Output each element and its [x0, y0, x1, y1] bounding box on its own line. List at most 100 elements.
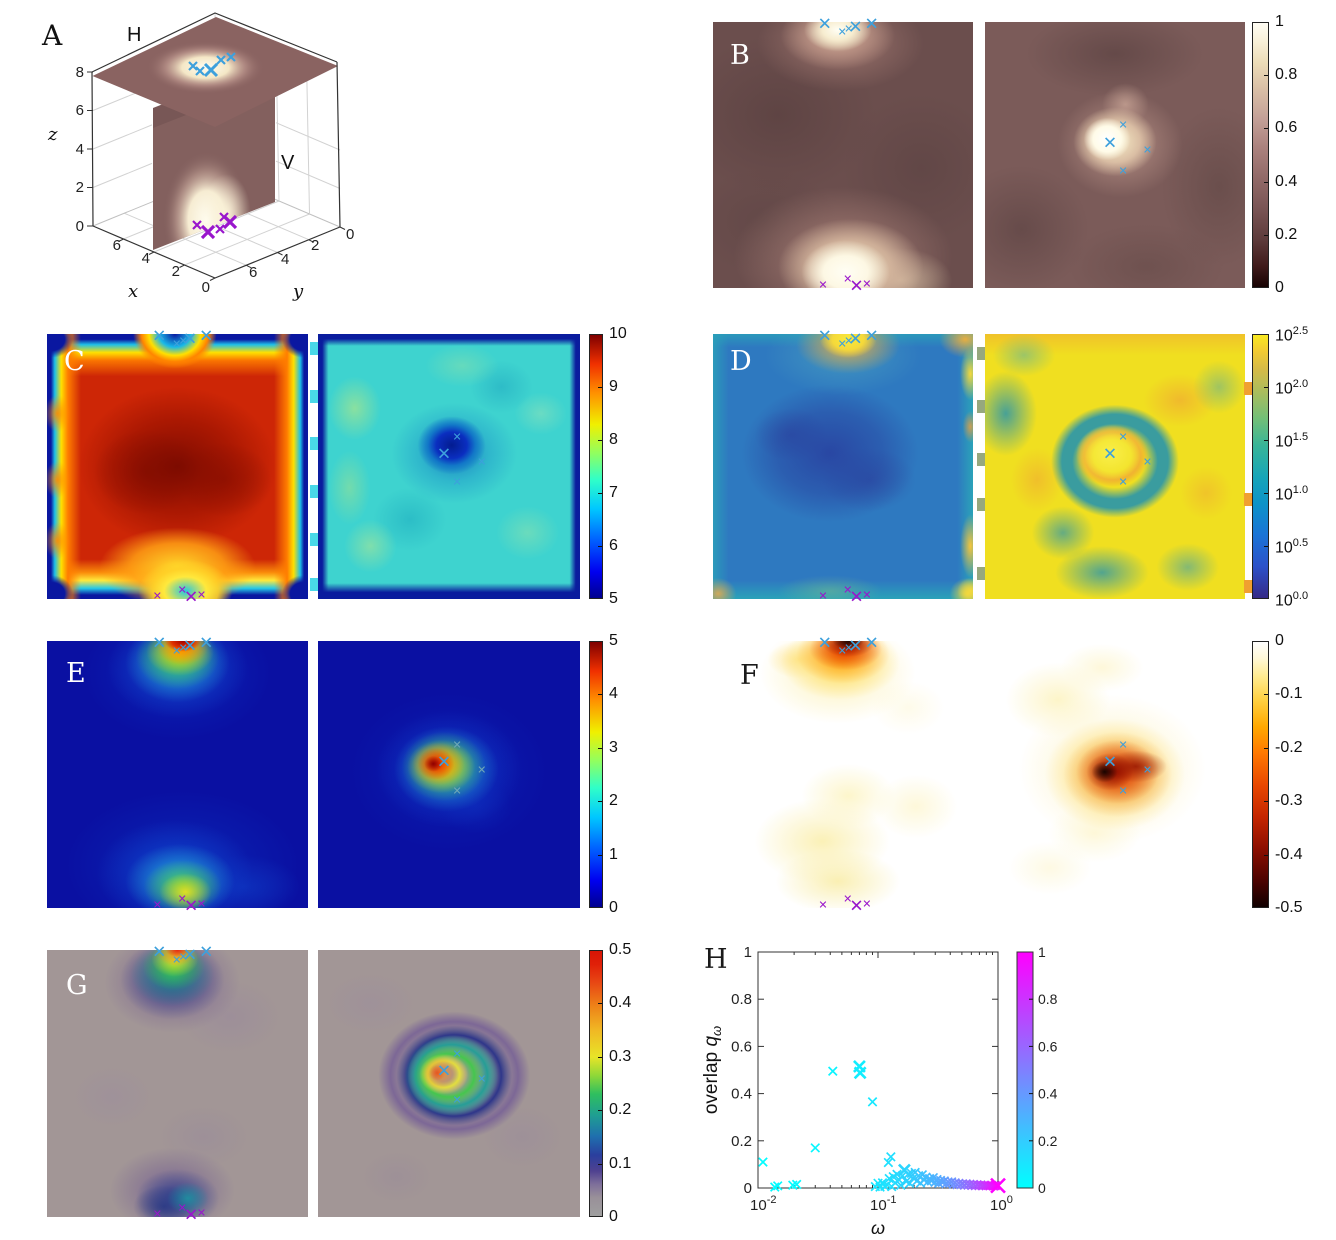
source-marker-blue-x: ✕ — [436, 1061, 452, 1082]
y-tick-label: 0 — [744, 1180, 752, 1197]
source-marker-purple-x — [219, 212, 229, 222]
colorbar-tick — [598, 1056, 602, 1058]
scatter-point-x — [791, 1179, 802, 1190]
scatter-point-x — [883, 1157, 894, 1168]
source-marker-purple-x: ✕ — [196, 1206, 207, 1220]
scatter-point-x — [886, 1152, 896, 1162]
source-marker-purple-x — [215, 224, 225, 234]
scatter-point-x — [853, 1066, 867, 1080]
edge-artifact-tab — [310, 341, 318, 355]
colorbar-e — [589, 641, 603, 908]
colorbar-tick-label: 1 — [609, 845, 618, 863]
colorbar-tick-label: 101.0 — [1275, 484, 1309, 504]
x-tick-labels: 6 4 2 0 — [113, 237, 210, 296]
colorbar-tick-label: 2 — [609, 792, 618, 810]
colorbar-tick-label: 101.5 — [1275, 431, 1309, 451]
horizontal-slice-plane — [92, 17, 338, 127]
source-marker-blue-x: ✕ — [1118, 430, 1128, 444]
source-marker-blue-x: ✕ — [848, 636, 863, 657]
colorbar-tick — [1264, 387, 1268, 388]
source-marker-blue-x: ✕ — [1142, 143, 1153, 157]
y-tick-label: 0.6 — [731, 1038, 752, 1055]
svg-text:8: 8 — [76, 64, 84, 81]
source-marker-purple-x: ✕ — [862, 588, 872, 602]
source-marker-blue-x: ✕ — [178, 950, 188, 964]
colorbar-tick-label: 0.1 — [609, 1154, 632, 1172]
heatmap-c-vertical-slice: ✕ ✕ ✕ ✕ ✕ ✕ ✕ ✕ ✕ — [47, 328, 308, 606]
panel-g-label: G — [66, 970, 88, 1001]
source-marker-blue-x: ✕ — [452, 1047, 462, 1061]
panel-a-3d-plot: A H V z x y 8 6 4 2 0 6 4 2 0 6 4 2 0 — [41, 12, 354, 302]
source-marker-purple-x: ✕ — [843, 892, 853, 906]
edge-artifact-tab — [310, 577, 318, 591]
source-marker-purple-x: ✕ — [843, 272, 853, 286]
x-tick-label: 10-1 — [870, 1194, 896, 1214]
source-marker-blue-x: ✕ — [199, 942, 214, 963]
colorbar-h — [1016, 951, 1034, 1189]
colorbar-tick — [598, 694, 602, 696]
panel-h-label: H — [704, 944, 728, 975]
source-marker-purple-x: ✕ — [177, 1201, 187, 1215]
colorbar-tick-label: 100.0 — [1275, 590, 1309, 610]
colorbar-tick — [598, 1110, 602, 1112]
source-marker-blue-x: ✕ — [1102, 133, 1118, 154]
colorbar-tick — [1264, 493, 1268, 494]
source-marker-blue-x: ✕ — [837, 337, 847, 351]
edge-artifact-tab — [977, 567, 985, 581]
source-marker-purple-x: ✕ — [818, 898, 828, 912]
source-marker-blue-x: ✕ — [844, 641, 854, 655]
source-marker-blue-x: ✕ — [864, 633, 879, 654]
colorbar-tick-label: 3 — [609, 738, 618, 756]
colorbar-tick-label: 0 — [1275, 279, 1284, 296]
x-axis-label: x — [128, 281, 138, 302]
h-plane-label: H — [127, 24, 141, 46]
heatmap-g-horizontal-slice: ✕ ✕ ✕ ✕ — [318, 950, 580, 1217]
source-marker-blue-x: ✕ — [477, 1072, 487, 1086]
scatter-point-x — [867, 1097, 878, 1107]
source-marker-blue-x: ✕ — [817, 633, 832, 654]
scatter-points — [758, 1060, 1006, 1194]
source-marker-blue-x: ✕ — [172, 953, 182, 967]
colorbar-tick-label: 5 — [609, 632, 618, 649]
source-marker-blue-x: ✕ — [172, 644, 182, 658]
colorbar-tick-label: 9 — [609, 378, 618, 395]
colorbar-tick-label: 0.8 — [1275, 66, 1298, 84]
source-marker-purple-x: ✕ — [152, 898, 162, 912]
y-tick-label: 0.8 — [731, 991, 752, 1008]
heatmap-f-horizontal-slice: ✕ ✕ ✕ ✕ — [985, 641, 1245, 908]
colorbar-tick — [598, 546, 602, 547]
heatmap-f-vertical-slice: ✕ ✕ ✕ ✕ ✕ ✕ ✕ ✕ ✕ — [713, 635, 973, 915]
scatter-point-x — [990, 1180, 1001, 1191]
colorbar-tick-label: 1 — [1275, 13, 1284, 30]
source-marker-blue-x: ✕ — [199, 633, 214, 654]
colorbar-tick — [1264, 75, 1268, 77]
colorbar-tick-label: 10 — [609, 325, 627, 342]
colorbar-tick-label: 1 — [1038, 944, 1046, 960]
source-marker-blue-x: ✕ — [172, 337, 182, 351]
source-marker-blue-x — [203, 62, 219, 78]
colorbar-tick-label: 0 — [1038, 1180, 1046, 1196]
colorbar-tick — [1264, 694, 1268, 696]
source-marker-blue-x: ✕ — [452, 430, 462, 444]
heatmap-e-horizontal-slice: ✕ ✕ ✕ ✕ — [318, 641, 580, 908]
svg-text:0: 0 — [346, 226, 354, 243]
edge-artifact-tab — [310, 485, 318, 499]
source-marker-blue-x: ✕ — [1102, 444, 1118, 465]
source-marker-blue-x: ✕ — [152, 942, 167, 963]
svg-text:6: 6 — [249, 264, 257, 281]
svg-text:0: 0 — [76, 218, 84, 235]
source-marker-blue-x — [216, 55, 226, 65]
scatter-point-x — [892, 1169, 902, 1180]
source-marker-blue-x: ✕ — [817, 14, 832, 35]
edge-artifact-tab — [1244, 381, 1252, 395]
scatter-point-x — [990, 1177, 1006, 1194]
y-axis-label: y — [292, 281, 304, 302]
source-marker-blue-x: ✕ — [1142, 455, 1153, 469]
colorbar-tick-label: 0.8 — [1038, 991, 1058, 1007]
colorbar-tick-label: 0.4 — [1275, 172, 1298, 190]
colorbar-tick — [1264, 128, 1268, 130]
plot-box — [757, 951, 999, 1189]
source-marker-blue-x: ✕ — [817, 326, 832, 347]
edge-artifact-tab — [1244, 580, 1252, 594]
panel-c-label: C — [64, 346, 85, 377]
